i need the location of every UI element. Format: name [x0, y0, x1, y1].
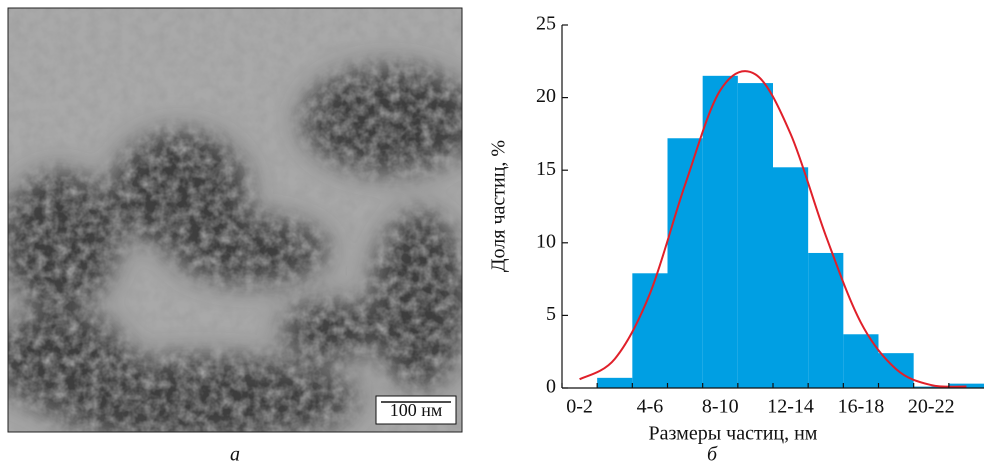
bar: [668, 138, 703, 388]
y-tick-label: 0: [546, 376, 556, 398]
bar: [703, 76, 738, 388]
bar: [773, 167, 808, 388]
y-tick-label: 20: [536, 85, 556, 107]
y-tick-label: 5: [546, 303, 556, 325]
x-tick-label: 8-10: [702, 396, 739, 418]
bar: [738, 83, 773, 388]
x-tick-label: 16-18: [838, 396, 885, 418]
figure: 100 нм а б Размеры частиц, нм Доля части…: [0, 0, 984, 468]
x-tick-label: 12-14: [767, 396, 814, 418]
bar: [632, 273, 667, 388]
x-tick-label: 4-6: [637, 396, 664, 418]
x-tick-label: 0-2: [566, 396, 593, 418]
scale-label: 100 нм: [390, 400, 443, 420]
tem-image: [0, 8, 480, 445]
panel-caption: б: [707, 444, 718, 466]
y-tick-label: 10: [536, 230, 556, 252]
y-tick-label: 25: [536, 13, 556, 35]
bar: [808, 253, 843, 388]
y-tick-label: 15: [536, 158, 556, 180]
x-tick-label: 20-22: [908, 396, 955, 418]
panel-caption: а: [230, 444, 240, 466]
bar: [597, 378, 632, 388]
x-axis-title: Размеры частиц, нм: [649, 423, 818, 445]
y-axis-title: Доля частиц, %: [488, 140, 510, 272]
bar: [879, 353, 914, 388]
